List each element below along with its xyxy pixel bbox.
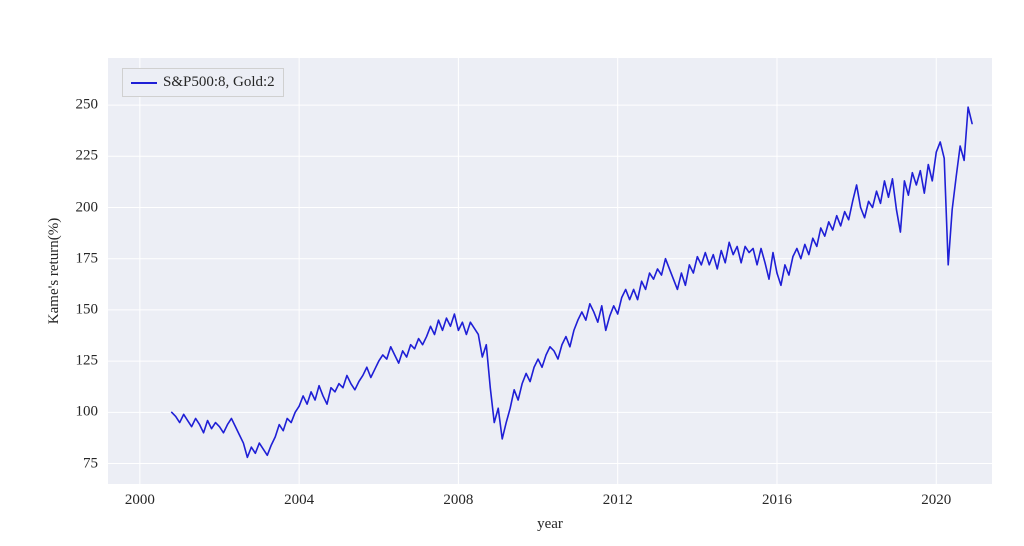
y-tick-label: 225 <box>60 148 98 165</box>
x-axis-label: year <box>537 516 563 533</box>
line-svg <box>108 58 992 484</box>
legend-label: S&P500:8, Gold:2 <box>163 74 275 91</box>
y-tick-label: 250 <box>60 97 98 114</box>
x-tick-label: 2008 <box>443 492 473 509</box>
legend: S&P500:8, Gold:2 <box>122 68 284 97</box>
plot-area: S&P500:8, Gold:2 <box>108 58 992 484</box>
chart-container: S&P500:8, Gold:2 Kame's return(%) year 7… <box>0 0 1024 546</box>
y-tick-label: 200 <box>60 199 98 216</box>
y-tick-label: 175 <box>60 250 98 267</box>
x-tick-label: 2016 <box>762 492 792 509</box>
y-tick-label: 100 <box>60 404 98 421</box>
x-tick-label: 2000 <box>125 492 155 509</box>
y-tick-label: 75 <box>60 455 98 472</box>
legend-line <box>131 82 157 84</box>
y-tick-label: 125 <box>60 353 98 370</box>
x-tick-label: 2020 <box>921 492 951 509</box>
y-tick-label: 150 <box>60 301 98 318</box>
x-tick-label: 2012 <box>603 492 633 509</box>
x-tick-label: 2004 <box>284 492 314 509</box>
